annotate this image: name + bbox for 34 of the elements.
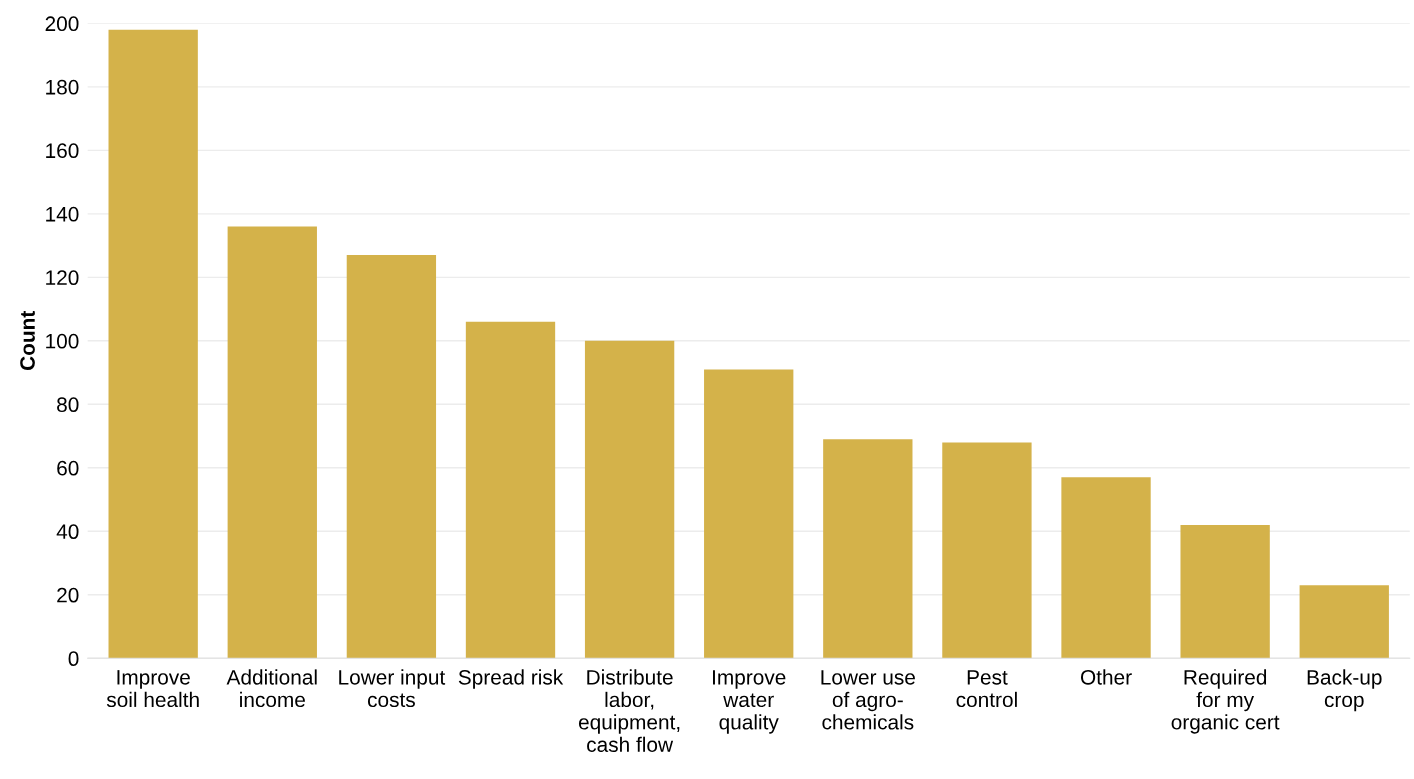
bar xyxy=(227,226,317,659)
x-tick-label: Pest control xyxy=(956,670,1017,708)
bar xyxy=(704,369,794,659)
x-tick-label: Lower use of agro- chemicals xyxy=(821,670,915,730)
x-tick-label: Improve soil health xyxy=(106,670,199,708)
bar xyxy=(1061,477,1151,659)
y-tick-label: 140 xyxy=(46,206,79,222)
y-tick-label: 180 xyxy=(46,79,79,95)
bar xyxy=(584,340,675,659)
y-tick-label: 200 xyxy=(45,16,79,32)
y-tick-label: 100 xyxy=(46,333,79,349)
x-tick-label: Improve water quality xyxy=(713,670,786,734)
bar xyxy=(108,29,198,659)
bar xyxy=(942,442,1032,659)
x-tick-label: Spread risk xyxy=(458,669,564,689)
x-tick-label: Back-up crop xyxy=(1307,669,1382,712)
y-tick-label: 60 xyxy=(57,460,79,476)
x-tick-label: Additional income xyxy=(226,669,317,708)
y-tick-label: 160 xyxy=(46,143,79,159)
x-tick-label: Distribute labor, equipment, cash flow xyxy=(578,669,680,752)
bar xyxy=(346,255,437,659)
bar xyxy=(465,321,556,659)
x-tick-label: Other xyxy=(1080,669,1132,685)
y-tick-label: 0 xyxy=(68,651,79,667)
bar xyxy=(1180,524,1270,659)
x-tick-label: Lower input costs xyxy=(339,669,446,708)
y-axis-title: Count xyxy=(20,310,35,371)
y-tick-label: 40 xyxy=(56,524,79,540)
bar xyxy=(1299,585,1389,659)
y-tick-label: 20 xyxy=(57,587,79,603)
bar xyxy=(823,439,913,659)
y-tick-label: 120 xyxy=(46,270,79,286)
x-tick-label: Required for my organic cert xyxy=(1171,669,1280,734)
y-tick-label: 80 xyxy=(57,397,79,413)
